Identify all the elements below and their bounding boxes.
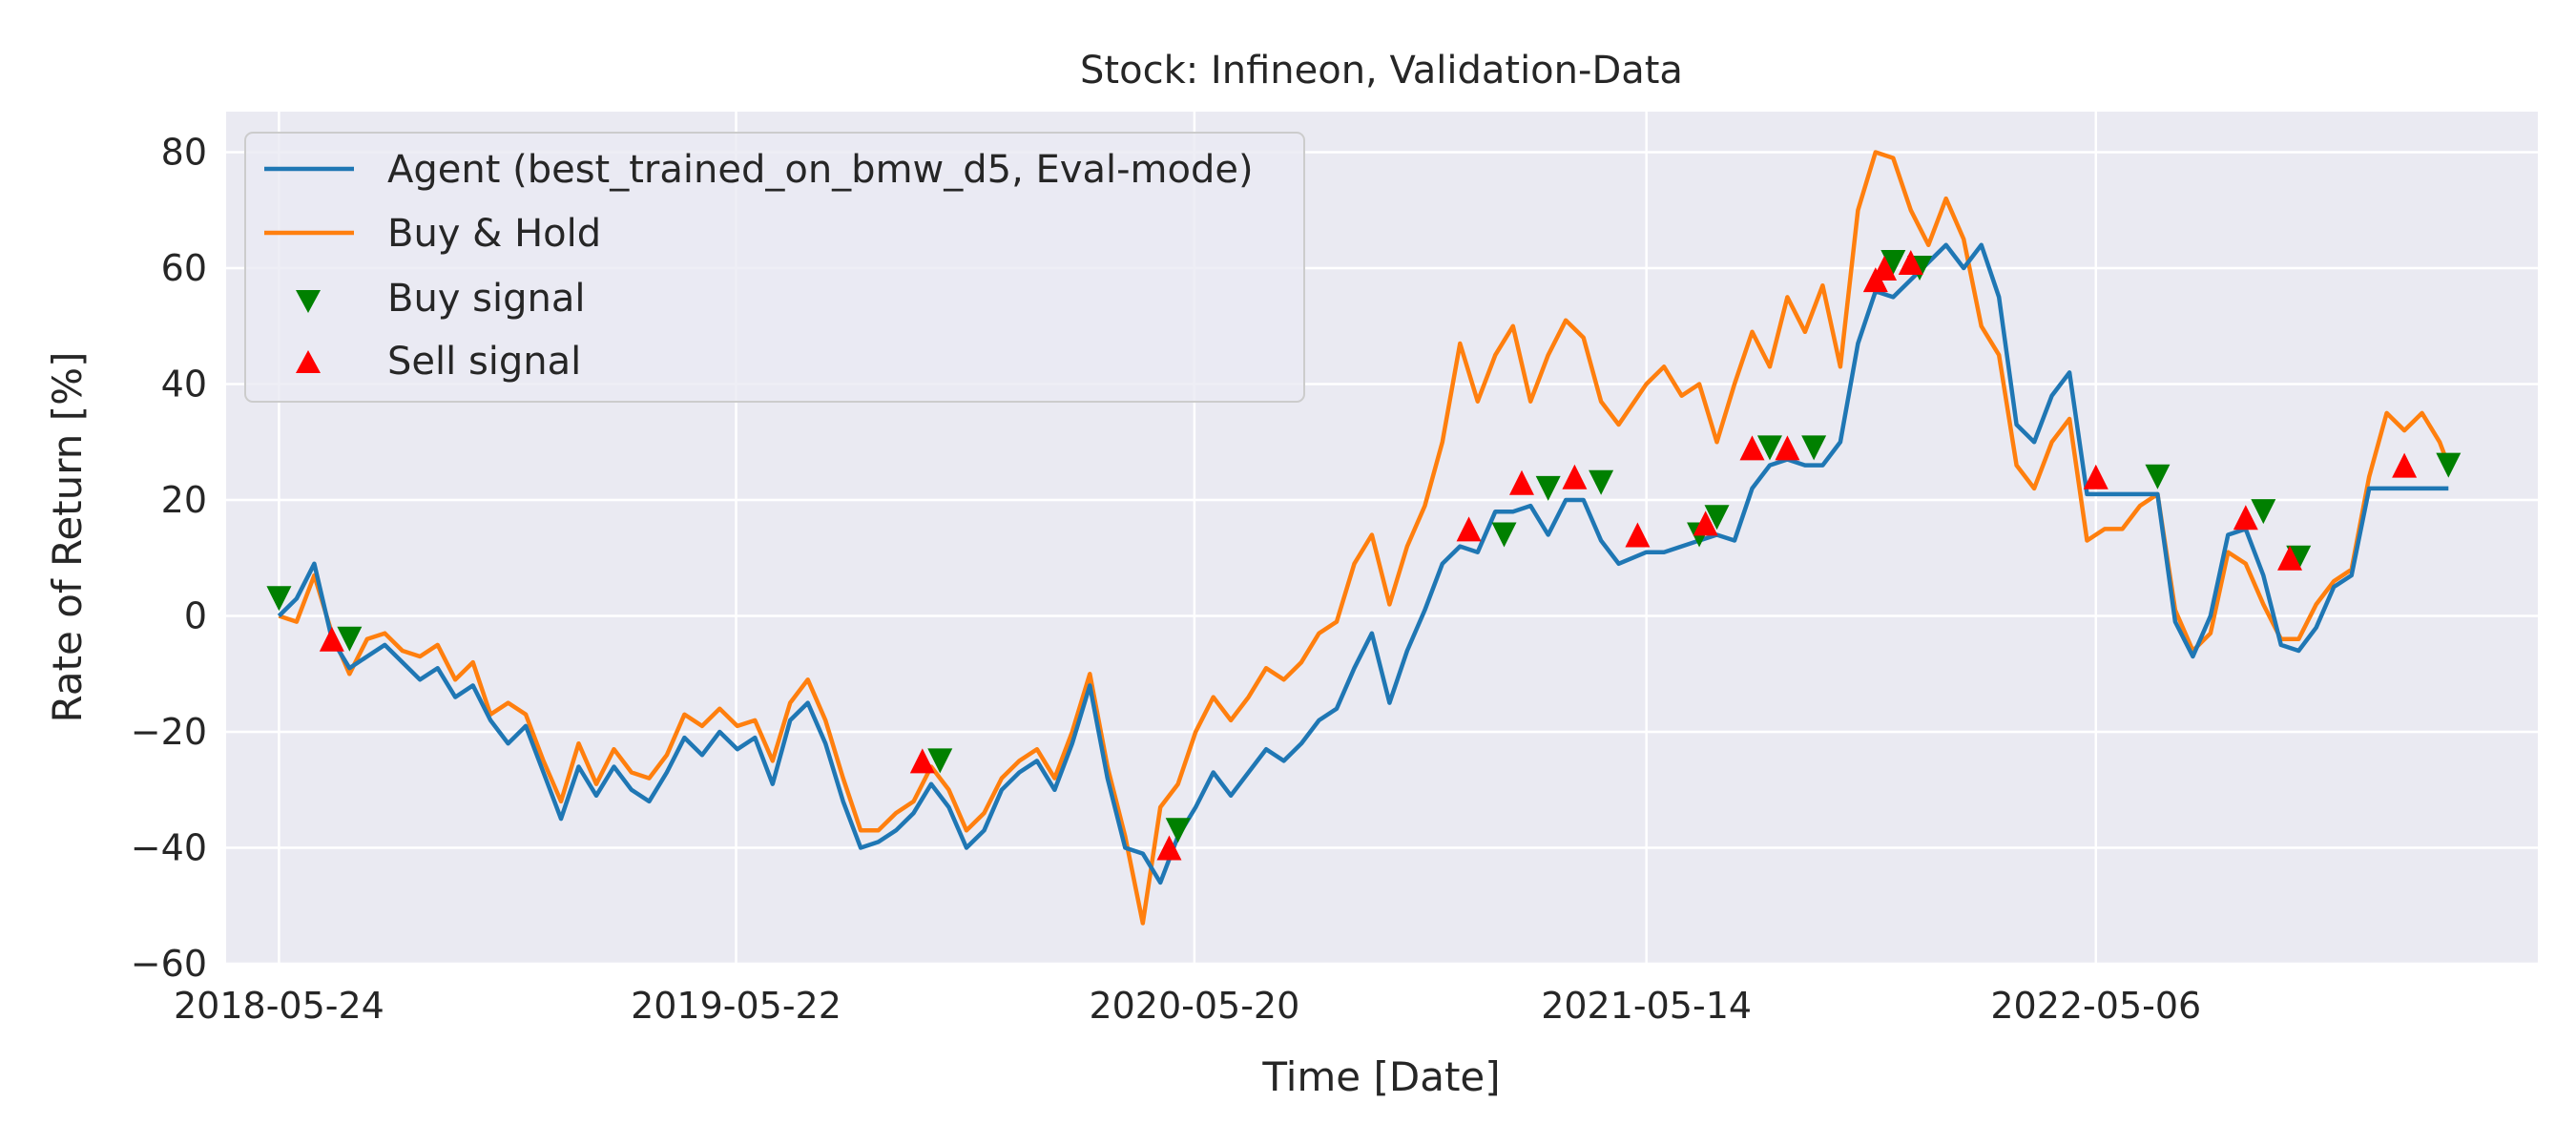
buy-signal-marker bbox=[2436, 452, 2462, 478]
x-tick-label: 2019-05-22 bbox=[631, 985, 841, 1027]
chart-title: Stock: Infineon, Validation-Data bbox=[1080, 49, 1683, 93]
y-axis-ticks: −60 −40 −20 0 20 40 60 80 bbox=[131, 132, 207, 985]
legend-label-agent: Agent (best_trained_on_bmw_d5, Eval-mode… bbox=[387, 148, 1254, 192]
x-tick-label: 2020-05-20 bbox=[1089, 985, 1299, 1027]
legend-label-buy-hold: Buy & Hold bbox=[387, 212, 601, 256]
y-tick-label: 80 bbox=[161, 132, 207, 174]
y-tick-label: −40 bbox=[131, 827, 207, 869]
x-axis-label: Time [Date] bbox=[1261, 1053, 1500, 1100]
buy-signal-marker bbox=[1880, 249, 1906, 275]
legend-label-buy-signal: Buy signal bbox=[387, 277, 586, 321]
y-tick-label: −60 bbox=[131, 943, 207, 985]
buy-signal-marker bbox=[1801, 435, 1827, 461]
y-tick-label: −20 bbox=[131, 711, 207, 753]
sell-signal-marker bbox=[909, 748, 935, 774]
legend: Agent (best_trained_on_bmw_d5, Eval-mode… bbox=[244, 132, 1305, 403]
buy-signal-marker bbox=[1491, 522, 1517, 548]
legend-frame bbox=[244, 132, 1305, 403]
y-tick-label: 20 bbox=[161, 479, 207, 521]
sell-signal-marker bbox=[2277, 545, 2303, 571]
sell-signal-marker bbox=[1456, 516, 1482, 542]
sell-signal-marker bbox=[1739, 435, 1765, 461]
buy-signal-marker bbox=[2251, 499, 2276, 525]
legend-label-sell-signal: Sell signal bbox=[387, 340, 581, 384]
buy-signal-marker bbox=[1589, 469, 1614, 495]
buy-signal-marker bbox=[1165, 818, 1191, 843]
x-tick-label: 2021-05-14 bbox=[1541, 985, 1752, 1027]
buy-signal-marker bbox=[1756, 435, 1782, 461]
buy-signal-marker bbox=[1704, 505, 1730, 531]
sell-signal-marker bbox=[1508, 469, 1534, 495]
legend-buy-signal-marker bbox=[296, 290, 321, 313]
sell-signal-marker bbox=[1775, 435, 1800, 461]
buy-signal-marker bbox=[927, 748, 953, 774]
y-axis-label: Rate of Return [%] bbox=[44, 352, 91, 723]
sell-signal-marker bbox=[1693, 510, 1718, 536]
buy-signal-marker bbox=[337, 626, 363, 652]
y-tick-label: 60 bbox=[161, 247, 207, 289]
buy-hold-line bbox=[278, 150, 2451, 926]
sell-signal-marker bbox=[319, 626, 344, 652]
agent-line bbox=[277, 242, 2449, 885]
sell-signal-marker bbox=[2233, 505, 2258, 531]
x-tick-label: 2018-05-24 bbox=[174, 985, 384, 1027]
buy-signal-marker bbox=[1535, 475, 1561, 501]
signal-markers bbox=[266, 249, 2462, 861]
y-tick-label: 0 bbox=[184, 595, 207, 637]
y-tick-label: 40 bbox=[161, 364, 207, 406]
buy-signal-marker bbox=[2145, 464, 2171, 489]
sell-signal-marker bbox=[2392, 452, 2418, 478]
sell-signal-marker bbox=[1898, 249, 1923, 275]
x-tick-label: 2022-05-06 bbox=[1990, 985, 2201, 1027]
sell-signal-marker bbox=[1156, 835, 1182, 861]
series-lines bbox=[277, 150, 2451, 926]
sell-signal-marker bbox=[2083, 464, 2109, 489]
x-axis-ticks: 2018-05-24 2019-05-22 2020-05-20 2021-05-14… bbox=[174, 985, 2201, 1027]
buy-signal-marker bbox=[266, 586, 292, 612]
sell-signal-marker bbox=[1562, 464, 1588, 489]
sell-signal-marker bbox=[1625, 522, 1651, 548]
legend-sell-signal-marker bbox=[296, 350, 321, 373]
sell-signal-marker bbox=[1872, 256, 1898, 281]
